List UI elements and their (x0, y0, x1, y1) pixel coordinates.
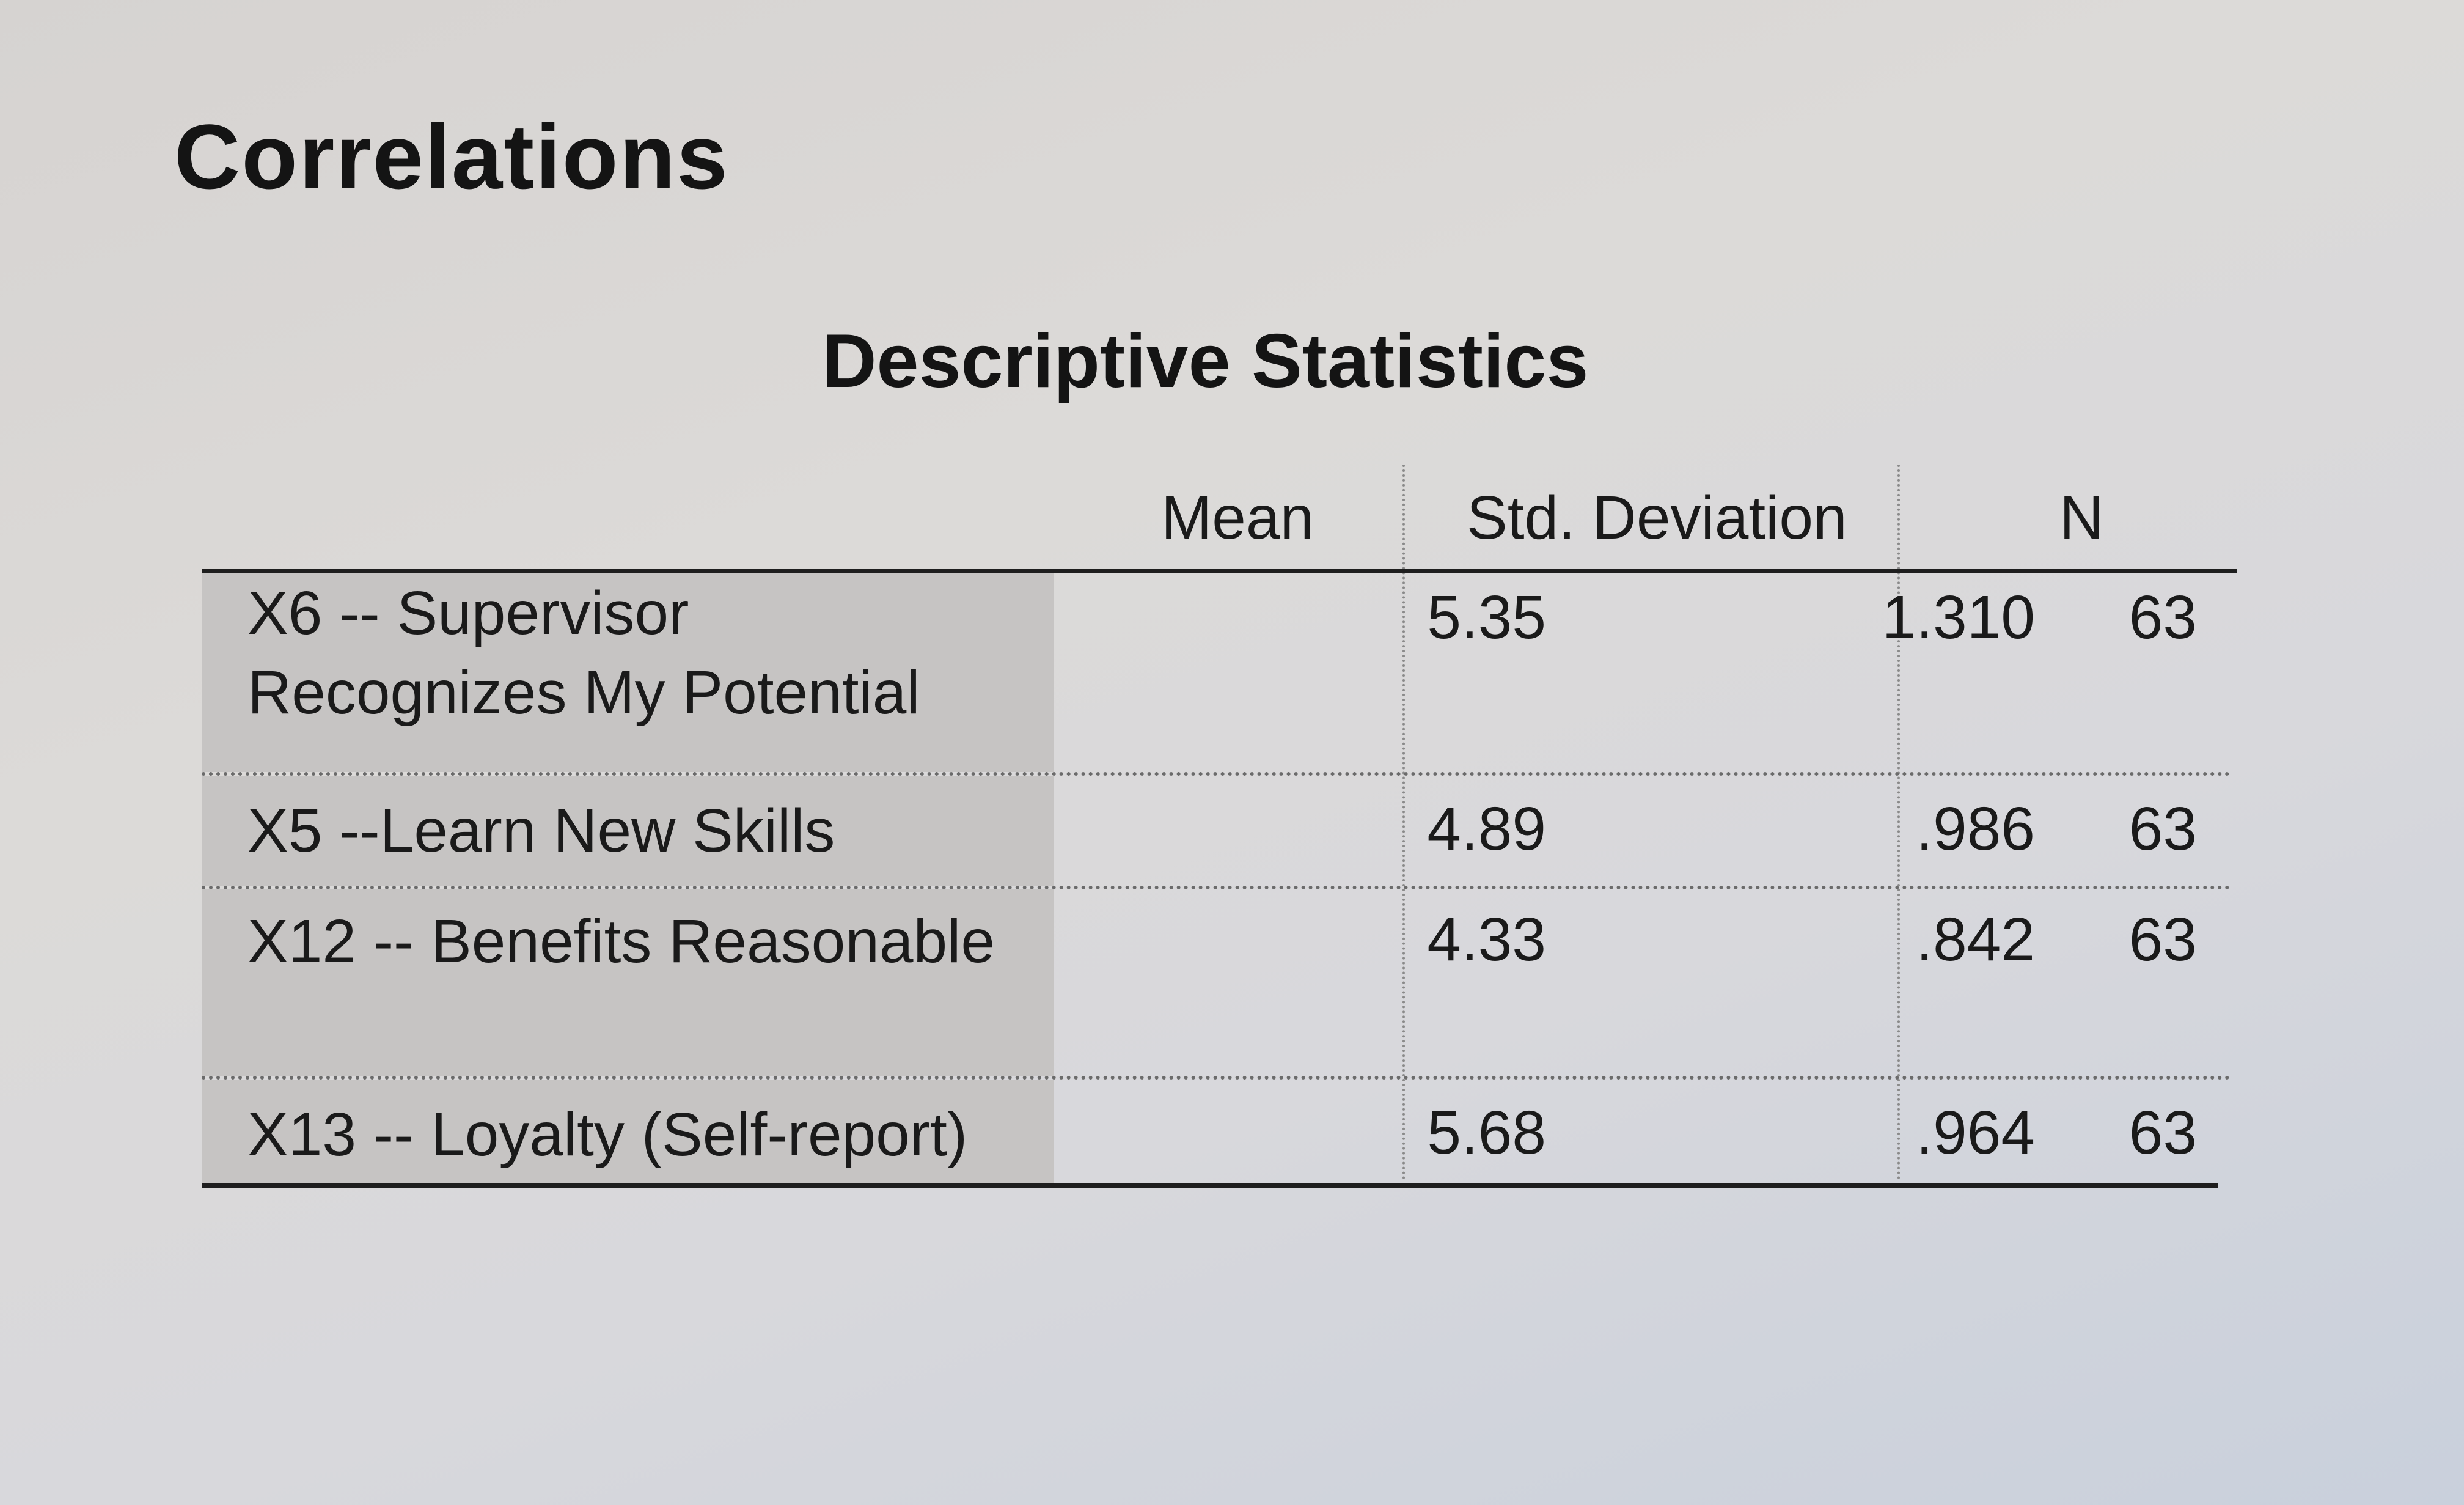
cell-n: 63 (2128, 583, 2197, 652)
row-label: X5 --Learn New Skills (248, 797, 835, 865)
descriptive-statistics-table: Mean Std. Deviation N X6 -- Supervisor R… (202, 465, 2237, 1198)
cell-std-deviation: .842 (1916, 905, 2035, 974)
column-header-std-deviation: Std. Deviation (1467, 484, 1847, 552)
cell-mean: 5.35 (1427, 583, 1546, 652)
row-divider (202, 772, 2231, 776)
row-label-continued: Recognizes My Potential (248, 658, 920, 727)
table-row: X13 -- Loyalty (Self-report) 5.68 .964 6… (202, 1080, 2237, 1183)
cell-mean: 4.89 (1427, 795, 1546, 863)
cell-n: 63 (2128, 795, 2197, 863)
table-bottom-rule (202, 1183, 2218, 1188)
section-heading: Correlations (174, 105, 729, 208)
row-label-cell: X13 -- Loyalty (Self-report) (202, 1080, 1054, 1183)
table-row: X12 -- Benefits Reasonable 4.33 .842 63 (202, 889, 2237, 1076)
column-divider (1402, 465, 1405, 1180)
cell-mean: 5.68 (1427, 1098, 1546, 1167)
column-divider (1898, 465, 1900, 1180)
row-divider (202, 886, 2231, 889)
row-label-cell: X12 -- Benefits Reasonable (202, 889, 1054, 1076)
row-label: X12 -- Benefits Reasonable (248, 907, 995, 976)
column-header-n: N (2059, 484, 2104, 552)
table-title: Descriptive Statistics (822, 319, 1589, 403)
cell-n: 63 (2128, 905, 2197, 974)
row-label: X13 -- Loyalty (Self-report) (248, 1100, 968, 1169)
cell-n: 63 (2128, 1098, 2197, 1167)
row-label: X6 -- Supervisor (248, 579, 689, 647)
row-label-cell: X6 -- Supervisor Recognizes My Potential (202, 573, 1054, 772)
cell-std-deviation: .986 (1916, 795, 2035, 863)
row-divider (202, 1076, 2231, 1080)
cell-std-deviation: .964 (1916, 1098, 2035, 1167)
row-label-cell: X5 --Learn New Skills (202, 776, 1054, 886)
column-header-mean: Mean (1161, 484, 1314, 552)
table-row: X5 --Learn New Skills 4.89 .986 63 (202, 776, 2237, 886)
cell-mean: 4.33 (1427, 905, 1546, 974)
table-row: X6 -- Supervisor Recognizes My Potential… (202, 573, 2237, 772)
cell-std-deviation: 1.310 (1882, 583, 2035, 652)
header-rule (202, 569, 2237, 573)
